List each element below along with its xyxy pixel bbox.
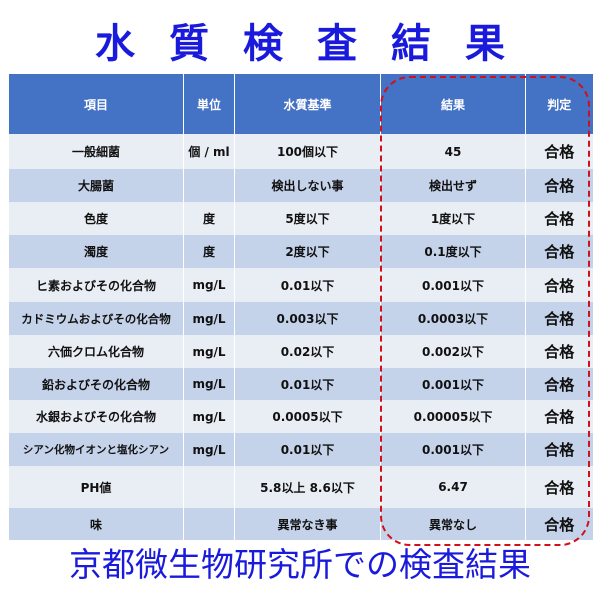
cell-unit	[183, 169, 235, 202]
cell-judgement: 合格	[525, 400, 593, 433]
cell-unit: mg/L	[183, 400, 235, 433]
cell-unit: mg/L	[183, 335, 235, 368]
cell-judgement: 合格	[525, 169, 593, 202]
header-judgement: 判定	[525, 74, 593, 134]
cell-unit: mg/L	[183, 368, 235, 400]
cell-result: 0.002以下	[380, 335, 526, 368]
cell-standard: 0.01以下	[234, 433, 381, 466]
header-item: 項目	[8, 74, 184, 134]
cell-judgement: 合格	[525, 368, 593, 400]
cell-result: 0.00005以下	[380, 400, 526, 433]
cell-item: ヒ素およびその化合物	[8, 268, 184, 302]
cell-result: 45	[380, 134, 526, 169]
cell-item: 六価クロム化合物	[8, 335, 184, 368]
cell-standard: 5度以下	[234, 202, 381, 235]
cell-result: 異常なし	[380, 508, 526, 540]
header-unit: 単位	[183, 74, 235, 134]
cell-standard: 検出しない事	[234, 169, 381, 202]
cell-item: 鉛およびその化合物	[8, 368, 184, 400]
table-row: 六価クロム化合物 mg/L 0.02以下 0.002以下 合格	[8, 335, 593, 368]
cell-item: 味	[8, 508, 184, 540]
cell-item: カドミウムおよびその化合物	[8, 302, 184, 335]
page-title: 水質検査結果	[95, 21, 539, 67]
cell-judgement: 合格	[525, 268, 593, 302]
cell-unit: 個 / ml	[183, 134, 235, 169]
cell-judgement: 合格	[525, 202, 593, 235]
cell-result: 0.0003以下	[380, 302, 526, 335]
cell-standard: 0.003以下	[234, 302, 381, 335]
cell-result: 0.1度以下	[380, 235, 526, 268]
cell-unit: mg/L	[183, 433, 235, 466]
cell-judgement: 合格	[525, 302, 593, 335]
table-row: 大腸菌 検出しない事 検出せず 合格	[8, 169, 593, 202]
cell-item: PH値	[8, 466, 184, 508]
cell-result: 1度以下	[380, 202, 526, 235]
table-row: ヒ素およびその化合物 mg/L 0.01以下 0.001以下 合格	[8, 268, 593, 302]
table-row: 水銀およびその化合物 mg/L 0.0005以下 0.00005以下 合格	[8, 400, 593, 433]
cell-result: 検出せず	[380, 169, 526, 202]
cell-standard: 100個以下	[234, 134, 381, 169]
table-row: 鉛およびその化合物 mg/L 0.01以下 0.001以下 合格	[8, 368, 593, 400]
cell-standard: 0.02以下	[234, 335, 381, 368]
table-row: 味 異常なき事 異常なし 合格	[8, 508, 593, 540]
header-result: 結果	[380, 74, 526, 134]
cell-unit: mg/L	[183, 302, 235, 335]
cell-item: 色度	[8, 202, 184, 235]
cell-item: 水銀およびその化合物	[8, 400, 184, 433]
table-row: シアン化物イオンと塩化シアン mg/L 0.01以下 0.001以下 合格	[8, 433, 593, 466]
cell-judgement: 合格	[525, 466, 593, 508]
cell-judgement: 合格	[525, 433, 593, 466]
cell-result: 0.001以下	[380, 268, 526, 302]
cell-standard: 2度以下	[234, 235, 381, 268]
cell-standard: 異常なき事	[234, 508, 381, 540]
cell-standard: 5.8以上 8.6以下	[234, 466, 381, 508]
cell-item: 一般細菌	[8, 134, 184, 169]
cell-unit	[183, 466, 235, 508]
table-row: PH値 5.8以上 8.6以下 6.47 合格	[8, 466, 593, 508]
table-row: 一般細菌個 / ml 100個以下 45 合格	[8, 134, 593, 169]
cell-judgement: 合格	[525, 134, 593, 169]
cell-unit: mg/L	[183, 268, 235, 302]
header-standard: 水質基準	[234, 74, 381, 134]
cell-standard: 0.0005以下	[234, 400, 381, 433]
cell-item: 濁度	[8, 235, 184, 268]
cell-unit: 度	[183, 202, 235, 235]
cell-result: 0.001以下	[380, 368, 526, 400]
cell-judgement: 合格	[525, 235, 593, 268]
cell-item: 大腸菌	[8, 169, 184, 202]
cell-unit	[183, 508, 235, 540]
cell-standard: 0.01以下	[234, 268, 381, 302]
table-row: 色度度 5度以下 1度以下 合格	[8, 202, 593, 235]
cell-judgement: 合格	[525, 508, 593, 540]
table-row: 濁度度 2度以下 0.1度以下 合格	[8, 235, 593, 268]
cell-item: シアン化物イオンと塩化シアン	[8, 433, 184, 466]
cell-unit: 度	[183, 235, 235, 268]
table-row: カドミウムおよびその化合物 mg/L 0.003以下 0.0003以下 合格	[8, 302, 593, 335]
cell-judgement: 合格	[525, 335, 593, 368]
cell-result: 0.001以下	[380, 433, 526, 466]
table-header-row: 項目 単位 水質基準 結果 判定	[8, 74, 593, 134]
water-quality-table: 項目 単位 水質基準 結果 判定 一般細菌個 / ml 100個以下 45 合格 大腸菌…	[8, 74, 593, 540]
cell-result: 6.47	[380, 466, 526, 508]
cell-standard: 0.01以下	[234, 368, 381, 400]
footer-caption: 京都微生物研究所での検査結果	[69, 545, 531, 584]
